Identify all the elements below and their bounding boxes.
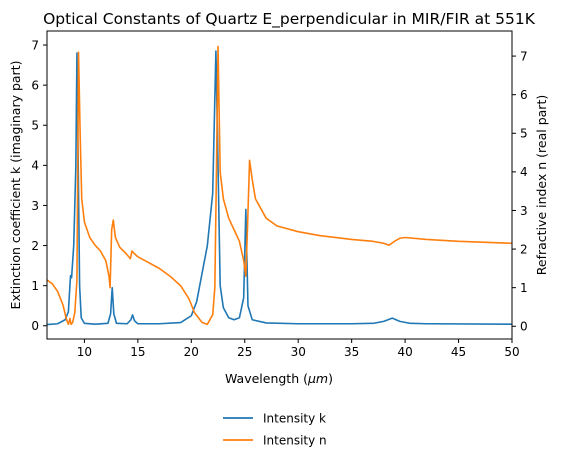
y-left-tick-label: 2 <box>31 239 39 253</box>
y-left-tick-label: 7 <box>31 38 39 52</box>
x-tick-label: 50 <box>504 345 519 359</box>
x-tick-label: 45 <box>451 345 466 359</box>
x-tick-label: 20 <box>184 345 199 359</box>
legend: Intensity k Intensity n <box>223 412 327 448</box>
y-right-tick-label: 6 <box>520 88 528 102</box>
y-axis-right: 0 1 2 3 4 5 6 7 <box>512 49 528 334</box>
y-axis-left: 0 1 2 3 4 5 6 7 <box>31 38 47 333</box>
y-axis-left-label: Extinction coefficient k (imaginary part… <box>8 61 23 310</box>
series-line-n <box>47 45 512 326</box>
x-tick-label: 10 <box>77 345 92 359</box>
series-line-k <box>47 50 512 326</box>
y-right-tick-label: 4 <box>520 165 528 179</box>
x-axis: 10 15 20 25 30 35 40 45 50 <box>77 339 520 359</box>
x-tick-label: 15 <box>130 345 145 359</box>
y-left-tick-label: 0 <box>31 319 39 333</box>
y-left-tick-label: 3 <box>31 199 39 213</box>
legend-label: Intensity n <box>263 434 327 448</box>
y-left-tick-label: 1 <box>31 279 39 293</box>
y-left-tick-label: 4 <box>31 159 39 173</box>
legend-label: Intensity k <box>263 412 326 426</box>
x-axis-label: Wavelength (μm) <box>225 371 333 386</box>
x-tick-label: 25 <box>237 345 252 359</box>
plot-frame <box>46 30 513 340</box>
chart-title: Optical Constants of Quartz E_perpendicu… <box>43 10 536 29</box>
y-left-tick-label: 5 <box>31 119 39 133</box>
y-right-tick-label: 7 <box>520 49 528 63</box>
x-tick-label: 40 <box>397 345 412 359</box>
y-right-tick-label: 1 <box>520 281 528 295</box>
x-tick-label: 35 <box>344 345 359 359</box>
y-right-tick-label: 2 <box>520 242 528 256</box>
y-left-tick-label: 6 <box>31 78 39 92</box>
series-layer <box>47 45 512 326</box>
y-right-tick-label: 5 <box>520 127 528 141</box>
y-right-tick-label: 3 <box>520 204 528 218</box>
y-axis-right-label: Refractive index n (real part) <box>534 95 549 275</box>
x-tick-label: 30 <box>291 345 306 359</box>
y-right-tick-label: 0 <box>520 320 528 334</box>
